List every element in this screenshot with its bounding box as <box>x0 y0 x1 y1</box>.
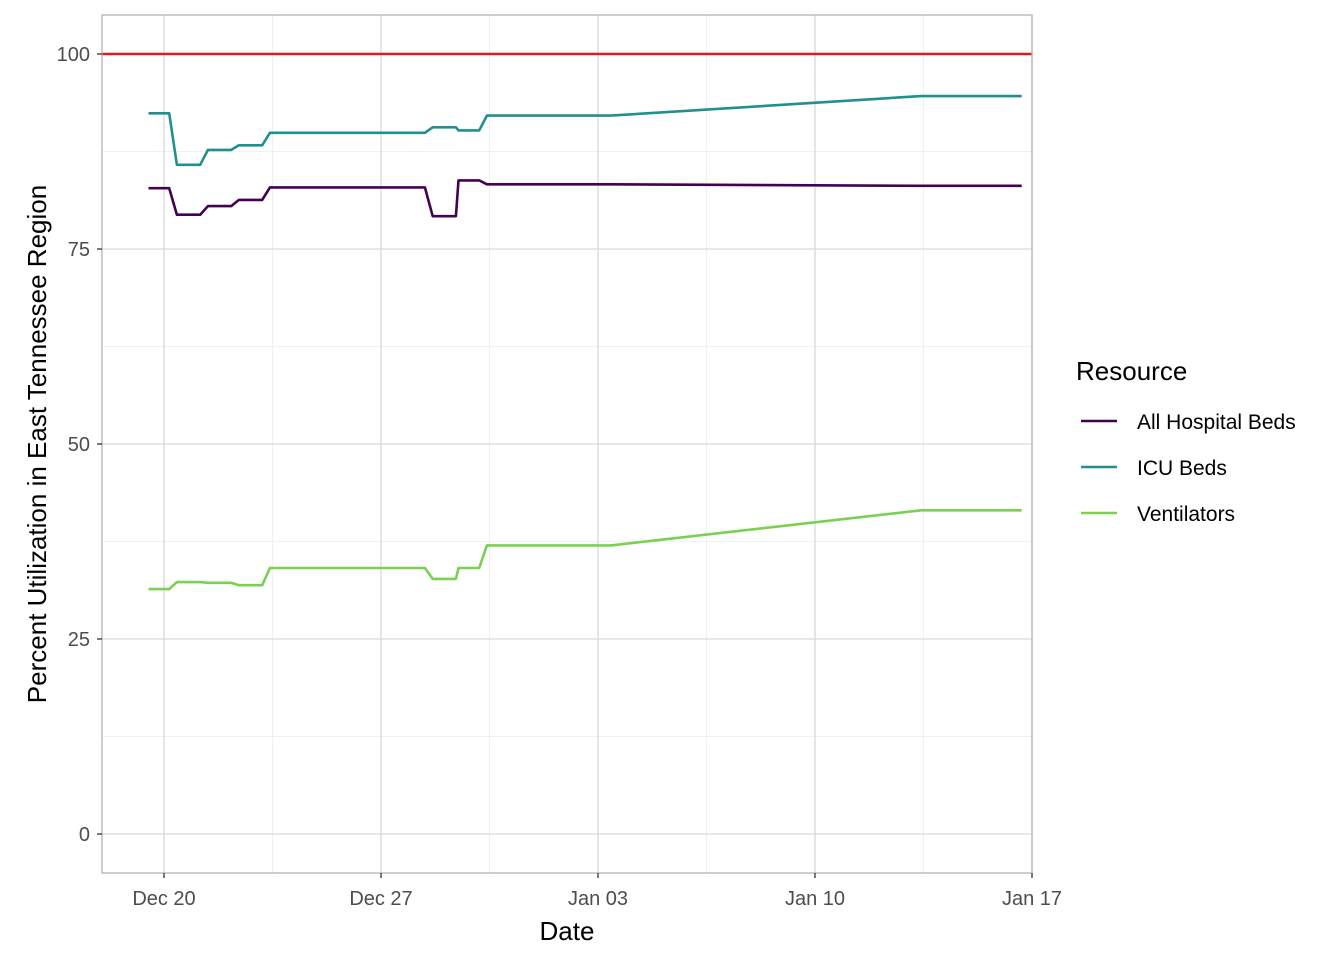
x-tick-label: Dec 20 <box>132 888 195 910</box>
y-axis-title: Percent Utilization in East Tennessee Re… <box>22 185 52 703</box>
x-tick-label: Jan 10 <box>785 888 845 910</box>
x-tick-label: Jan 03 <box>568 888 628 910</box>
legend-label-all-hospital-beds: All Hospital Beds <box>1137 411 1296 434</box>
series-layer <box>148 94 1022 591</box>
x-axis-ticks: Dec 20 Dec 27 Jan 03 Jan 10 Jan 17 <box>132 873 1062 910</box>
legend: Resource All Hospital Beds ICU Beds Ventil… <box>1076 356 1296 526</box>
y-tick-label: 75 <box>68 239 90 261</box>
legend-label-icu-beds: ICU Beds <box>1137 457 1227 480</box>
series-line-ventilators <box>148 508 1022 591</box>
x-tick-label: Dec 27 <box>349 888 412 910</box>
series-line-icu-beds <box>148 94 1022 167</box>
y-axis-ticks: 0 25 50 75 100 <box>57 44 102 846</box>
series-line-all-hospital-beds <box>148 179 1022 218</box>
x-tick-label: Jan 17 <box>1002 888 1062 910</box>
y-tick-label: 100 <box>57 44 90 66</box>
x-axis-title: Date <box>540 916 595 946</box>
y-tick-label: 0 <box>79 824 90 846</box>
y-tick-label: 50 <box>68 434 90 456</box>
legend-label-ventilators: Ventilators <box>1137 503 1235 526</box>
y-tick-label: 25 <box>68 629 90 651</box>
legend-title: Resource <box>1076 356 1187 386</box>
